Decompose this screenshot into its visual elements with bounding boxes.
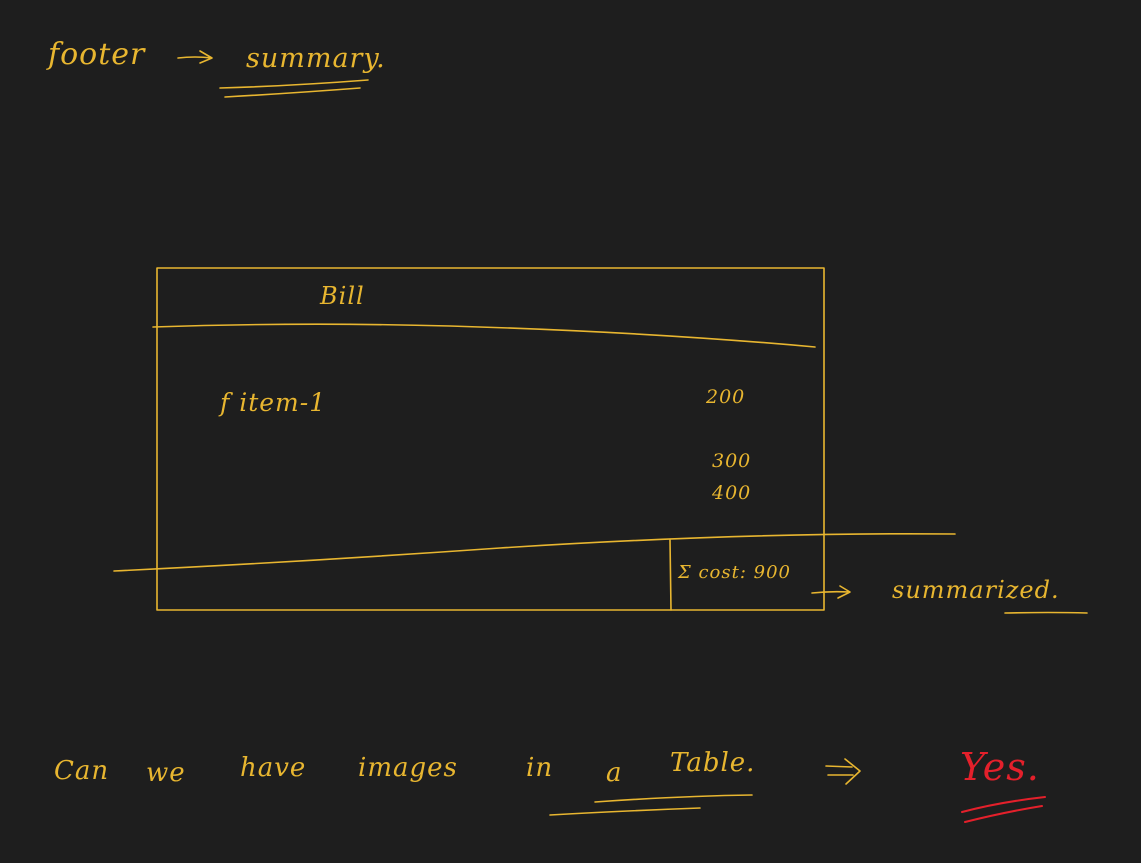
bill-item-label: f item-1 bbox=[220, 388, 327, 417]
question-word-we: we bbox=[146, 758, 186, 788]
footer-label: footer bbox=[48, 37, 146, 72]
question-word-table: Table. bbox=[670, 748, 756, 778]
summary-underline-2 bbox=[224, 87, 361, 98]
summarized-arrow bbox=[811, 585, 851, 599]
summarized-underline bbox=[1004, 611, 1088, 614]
question-word-have: have bbox=[240, 753, 307, 783]
summary-underline-1 bbox=[219, 79, 369, 89]
summarized-label: summarized. bbox=[892, 576, 1060, 604]
yes-underline-1 bbox=[961, 796, 1046, 813]
bill-amount-1: 200 bbox=[706, 386, 746, 408]
implies-arrow bbox=[825, 758, 861, 785]
bill-footer-divider bbox=[113, 532, 956, 572]
table-underline-2 bbox=[549, 807, 701, 816]
question-word-can: Can bbox=[54, 756, 110, 786]
summary-label: summary. bbox=[246, 43, 386, 74]
bill-box bbox=[156, 267, 825, 611]
yes-underline-2 bbox=[964, 805, 1043, 823]
bill-title: Bill bbox=[320, 282, 365, 310]
bill-header-divider bbox=[152, 323, 816, 348]
table-underline-1 bbox=[594, 794, 753, 803]
bill-total: Σ cost: 900 bbox=[678, 562, 791, 583]
question-word-in: in bbox=[526, 753, 554, 783]
bill-footer-vertical bbox=[669, 539, 672, 611]
bill-amount-3: 400 bbox=[712, 482, 752, 504]
question-word-images: images bbox=[358, 753, 458, 783]
heading-arrow bbox=[177, 50, 213, 64]
bill-amount-2: 300 bbox=[712, 450, 752, 472]
yes-answer: Yes. bbox=[960, 745, 1040, 789]
question-word-a: a bbox=[606, 758, 623, 788]
